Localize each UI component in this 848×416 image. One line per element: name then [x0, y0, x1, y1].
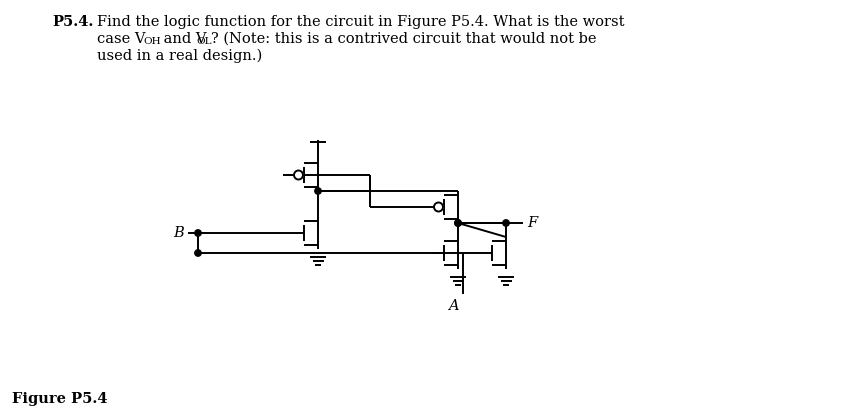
Text: A: A: [448, 299, 458, 313]
Text: P5.4.: P5.4.: [52, 15, 93, 29]
Circle shape: [455, 220, 461, 226]
Text: OH: OH: [143, 37, 160, 46]
Text: case V: case V: [97, 32, 146, 46]
Text: B: B: [173, 226, 184, 240]
Text: OL: OL: [196, 37, 211, 46]
Text: F: F: [527, 216, 537, 230]
Circle shape: [434, 203, 443, 211]
Text: ? (Note: this is a contrived circuit that would not be: ? (Note: this is a contrived circuit tha…: [211, 32, 596, 46]
Circle shape: [294, 171, 303, 179]
Text: Find the logic function for the circuit in Figure P5.4. What is the worst: Find the logic function for the circuit …: [97, 15, 624, 29]
Text: and V: and V: [159, 32, 207, 46]
Circle shape: [455, 220, 461, 226]
Text: Figure P5.4: Figure P5.4: [12, 392, 108, 406]
Text: used in a real design.): used in a real design.): [97, 49, 262, 63]
Circle shape: [195, 250, 201, 256]
Circle shape: [503, 220, 509, 226]
Circle shape: [315, 188, 321, 194]
Circle shape: [195, 230, 201, 236]
